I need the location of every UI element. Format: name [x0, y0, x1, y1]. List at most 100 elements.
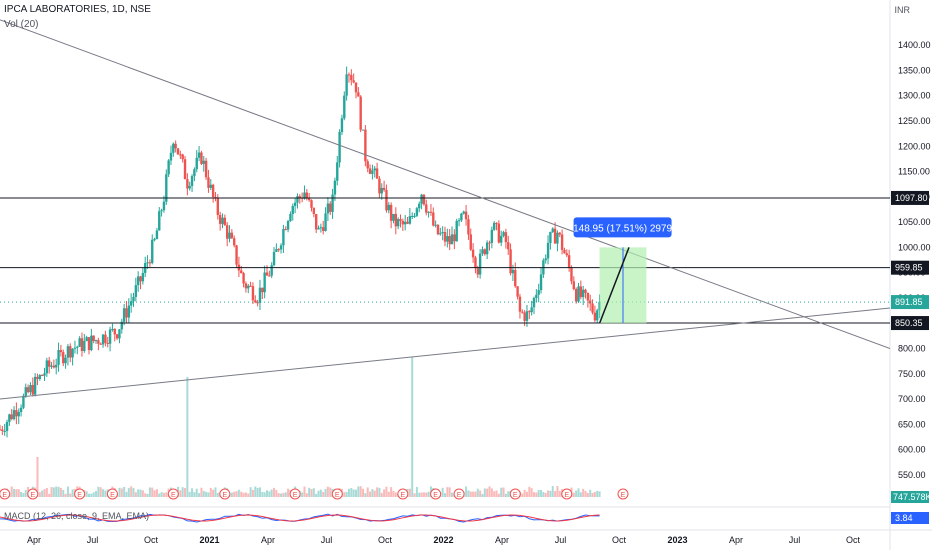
volume-bar	[48, 493, 51, 497]
volume-bar	[244, 492, 247, 497]
candle-body	[420, 194, 423, 204]
candle-body	[15, 410, 18, 417]
earnings-marker-icon	[397, 488, 409, 500]
candle-body	[111, 328, 114, 330]
volume-bar	[104, 490, 107, 497]
earnings-marker-glyph: E	[513, 492, 518, 499]
candle-body	[422, 194, 426, 205]
candle-body	[469, 234, 472, 250]
candle-body	[284, 229, 287, 231]
candle-body	[354, 82, 358, 93]
time-tick-label: Oct	[612, 535, 627, 545]
candle-body	[361, 129, 365, 131]
volume-bar	[528, 486, 531, 497]
candle-body	[401, 220, 405, 225]
candle-body	[549, 231, 552, 243]
level-label-bg	[891, 190, 929, 205]
candle-body	[322, 227, 325, 231]
candle-body	[99, 343, 102, 345]
candle-body	[85, 337, 88, 342]
price-tick-label: 650.00	[898, 419, 926, 429]
volume-bar	[537, 490, 540, 497]
candle-body	[312, 207, 316, 215]
volume-bar	[596, 490, 599, 497]
volume-bar	[493, 491, 496, 497]
candle-body	[591, 303, 594, 313]
earnings-marker-glyph: E	[171, 492, 176, 499]
volume-bar	[45, 487, 48, 497]
volume-bar	[312, 488, 315, 497]
candle-body	[434, 224, 437, 226]
candle-body	[324, 213, 327, 231]
candle-body	[450, 234, 454, 245]
volume-bar	[209, 487, 212, 497]
price-axis: 550.00 600.00 650.00 700.00 750.00 800.00 850.…	[891, 40, 932, 524]
candle-body	[265, 272, 269, 276]
candle-body	[511, 269, 515, 274]
price-tick-label: 1350.00	[898, 65, 931, 75]
volume-bar	[589, 489, 592, 497]
candle-body	[338, 131, 341, 163]
macd-indicator-label[interactable]: MACD (12, 26, close, 9, EMA, EMA)	[4, 511, 150, 521]
volume-bar	[41, 490, 44, 497]
candle-body	[371, 170, 374, 174]
volume-bar	[193, 492, 196, 497]
volume-bar	[502, 487, 505, 497]
candle-body	[448, 236, 451, 245]
measure-label: 148.95 (17.51%) 2979	[573, 223, 672, 234]
volume-indicator-label[interactable]: Vol (20)	[4, 19, 39, 30]
candle-body	[282, 229, 285, 246]
volume-bar	[415, 486, 418, 497]
volume-bar	[315, 493, 318, 497]
candle-body	[76, 346, 79, 348]
candle-body	[375, 168, 379, 179]
candle-body	[129, 301, 133, 306]
candle-body	[382, 187, 386, 190]
volume-bar	[486, 488, 489, 497]
candle-body	[244, 283, 248, 289]
candle-body	[307, 198, 311, 201]
volume-bar	[22, 493, 25, 497]
candle-body	[268, 275, 271, 277]
candle-body	[162, 201, 166, 211]
candle-body	[167, 160, 170, 175]
candle-body	[230, 232, 234, 239]
volume-bar	[310, 489, 313, 497]
candle-body	[528, 311, 531, 313]
candle-body	[329, 203, 332, 212]
candle-body	[563, 249, 566, 254]
candle-body	[490, 229, 494, 243]
symbol-title[interactable]: IPCA LABORATORIES, 1D, NSE	[4, 4, 151, 15]
volume-bar	[59, 487, 62, 497]
candle-body	[460, 213, 463, 221]
candle-body	[539, 274, 543, 291]
candle-body	[581, 289, 585, 298]
volume-bar	[155, 489, 158, 497]
candle-body	[504, 232, 508, 243]
candle-body	[497, 223, 501, 243]
candle-body	[204, 160, 208, 178]
volume-bar	[212, 489, 215, 497]
candle-body	[251, 286, 255, 301]
candle-body	[197, 152, 201, 158]
volume-bar	[195, 488, 198, 497]
candle-body	[439, 233, 442, 235]
earnings-marker-glyph: E	[110, 492, 115, 499]
candle-body	[577, 286, 580, 302]
earnings-marker-icon	[561, 488, 573, 500]
candle-body	[73, 347, 77, 349]
volume-bar	[591, 492, 594, 497]
time-tick-label: Jul	[321, 535, 333, 545]
price-tick-label: 750.00	[898, 369, 926, 379]
volume-bar	[146, 493, 149, 497]
candle-body	[289, 213, 292, 222]
candle-body	[272, 251, 276, 266]
candle-body	[492, 222, 496, 230]
candle-body	[406, 221, 409, 224]
volume-bar	[369, 491, 372, 497]
candle-body	[408, 216, 412, 224]
candle-body	[457, 220, 461, 222]
candle-body	[593, 312, 597, 321]
candle-body	[535, 294, 538, 298]
